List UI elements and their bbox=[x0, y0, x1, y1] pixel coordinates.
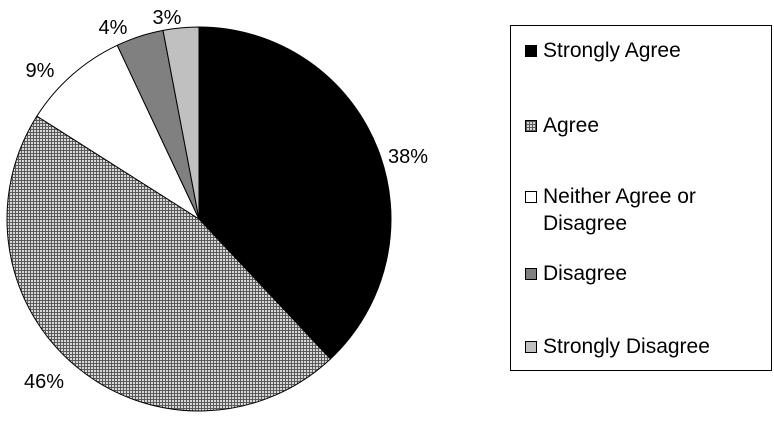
pie-chart: 38% 46% 9% 4% 3% bbox=[6, 7, 428, 412]
legend-label: Disagree bbox=[543, 262, 628, 285]
pie-slice-strongly-agree bbox=[198, 26, 392, 360]
slice-label-neither: 9% bbox=[26, 60, 55, 82]
slice-label-strongly-agree: 38% bbox=[388, 146, 428, 168]
legend-swatch-strongly-disagree bbox=[525, 341, 537, 353]
legend: Strongly Agree Agree Neither Agree or Di… bbox=[510, 25, 772, 371]
legend-swatch-neither bbox=[525, 191, 537, 203]
pie-labels: 38% 46% 9% 4% 3% bbox=[24, 7, 428, 393]
pie-slice-strongly-disagree bbox=[162, 26, 200, 220]
legend-label: Strongly Disagree bbox=[543, 335, 710, 358]
slice-label-strongly-disagree: 3% bbox=[153, 7, 182, 29]
legend-item-strongly-disagree: Strongly Disagree bbox=[525, 333, 768, 360]
legend-swatch-agree bbox=[525, 120, 537, 132]
slice-label-disagree: 4% bbox=[99, 17, 128, 39]
legend-swatch-disagree bbox=[525, 268, 537, 280]
legend-item-agree: Agree bbox=[525, 112, 768, 139]
legend-item-strongly-agree: Strongly Agree bbox=[525, 37, 768, 64]
pie-slice-agree bbox=[6, 115, 332, 412]
legend-label: Agree bbox=[543, 114, 600, 137]
slice-label-agree: 46% bbox=[24, 371, 64, 393]
legend-label: Strongly Agree bbox=[543, 39, 681, 62]
legend-swatch-strongly-agree bbox=[525, 45, 537, 57]
pie-slice-neither bbox=[36, 44, 201, 221]
legend-item-neither: Neither Agree or Disagree bbox=[525, 183, 733, 237]
pie-slices bbox=[6, 26, 392, 412]
legend-label: Neither Agree or Disagree bbox=[543, 185, 696, 235]
legend-item-disagree: Disagree bbox=[525, 260, 768, 287]
